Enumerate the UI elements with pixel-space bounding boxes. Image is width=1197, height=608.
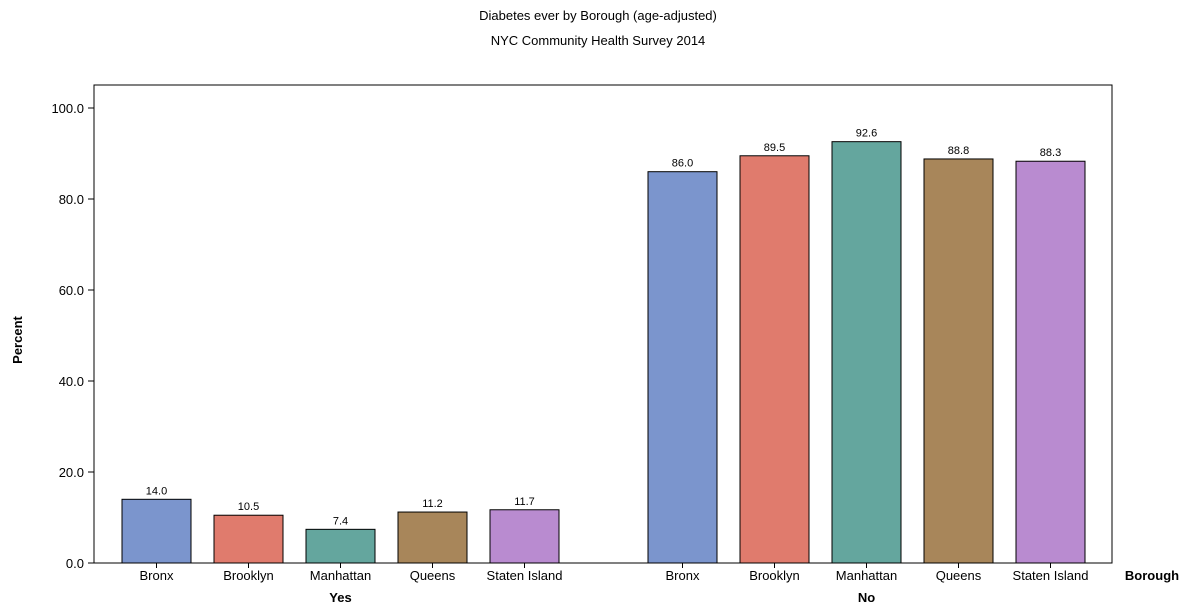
y-tick-label: 20.0 xyxy=(59,465,84,480)
y-axis-label: Percent xyxy=(10,315,25,363)
x-tick-label: Brooklyn xyxy=(749,568,800,583)
bar-value-label: 88.8 xyxy=(948,145,969,157)
y-tick-label: 60.0 xyxy=(59,283,84,298)
bar xyxy=(121,498,192,564)
y-tick-label: 0.0 xyxy=(66,556,84,571)
y-tick-label: 80.0 xyxy=(59,192,84,207)
y-tick-label: 40.0 xyxy=(59,374,84,389)
y-axis: 0.0 20.0 40.0 60.0 80.0 100.0 xyxy=(51,101,94,571)
x-axis-label: Borough xyxy=(1125,568,1179,583)
x-tick-label: Staten Island xyxy=(1013,568,1089,583)
bar-value-label: 11.2 xyxy=(422,498,443,510)
x-tick-label: Manhattan xyxy=(310,568,371,583)
plot-area xyxy=(93,84,1113,564)
bar-value-label: 11.7 xyxy=(514,496,535,508)
x-tick-label: Brooklyn xyxy=(223,568,274,583)
bar xyxy=(305,528,376,564)
chart-subtitle: NYC Community Health Survey 2014 xyxy=(491,33,706,48)
bar xyxy=(213,514,284,564)
y-tick-label: 100.0 xyxy=(51,101,84,116)
x-tick-label: Bronx xyxy=(666,568,700,583)
bar-value-label: 7.4 xyxy=(333,515,348,527)
bar-value-label: 92.6 xyxy=(856,128,877,140)
bar xyxy=(647,171,718,564)
x-tick-label: Bronx xyxy=(140,568,174,583)
bar xyxy=(831,141,902,564)
chart-title: Diabetes ever by Borough (age-adjusted) xyxy=(479,8,717,23)
bar-value-label: 14.0 xyxy=(146,485,167,497)
bar-value-label: 10.5 xyxy=(238,501,259,513)
bar xyxy=(397,511,468,564)
x-axis: Bronx Brooklyn Manhattan Queens Staten Islan… xyxy=(140,563,1089,605)
x-tick-label: Queens xyxy=(410,568,456,583)
bar-value-label: 89.5 xyxy=(764,142,785,154)
bar xyxy=(739,155,810,564)
group-label: No xyxy=(858,590,875,605)
bar-value-label: 86.0 xyxy=(672,158,693,170)
x-tick-label: Manhattan xyxy=(836,568,897,583)
x-tick-label: Queens xyxy=(936,568,982,583)
bar xyxy=(1015,160,1086,564)
group-label: Yes xyxy=(329,590,351,605)
bars: 14.0 10.5 7.4 11.2 11.7 86.0 89.5 92.6 88.8 88.3 xyxy=(121,128,1086,564)
bar xyxy=(489,509,560,564)
x-tick-label: Staten Island xyxy=(487,568,563,583)
bar-value-label: 88.3 xyxy=(1040,147,1061,159)
bar xyxy=(923,158,994,564)
